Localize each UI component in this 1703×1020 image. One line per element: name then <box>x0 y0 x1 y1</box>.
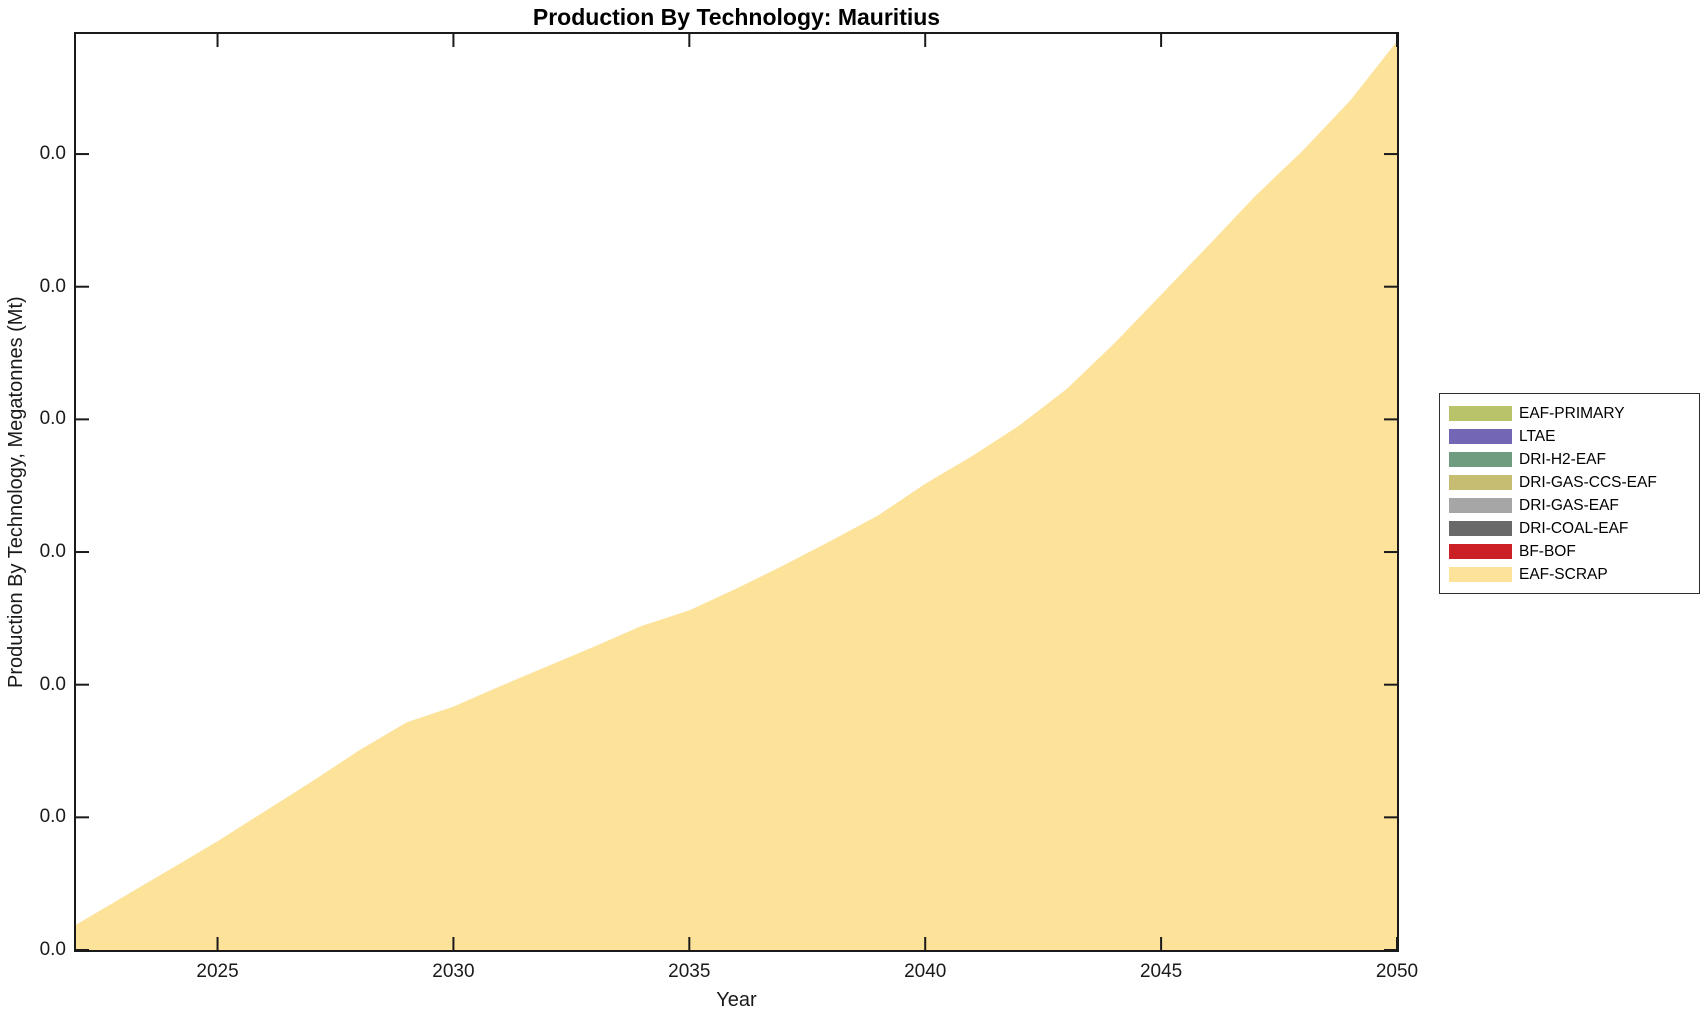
legend-item: DRI-GAS-CCS-EAF <box>1449 471 1699 494</box>
legend-item-label: DRI-COAL-EAF <box>1519 519 1629 537</box>
legend-item: LTAE <box>1449 425 1699 448</box>
area-chart-svg <box>76 34 1397 950</box>
y-tick-label: 0.0 <box>39 408 66 430</box>
y-tick-label: 0.0 <box>39 143 66 165</box>
chart-title: Production By Technology: Mauritius <box>532 4 941 30</box>
legend-item-label: EAF-SCRAP <box>1519 565 1608 583</box>
legend-item-label: DRI-H2-EAF <box>1519 450 1606 468</box>
y-tick-label: 0.0 <box>39 806 66 828</box>
legend-swatch <box>1449 429 1512 444</box>
legend: EAF-PRIMARY LTAE DRI-H2-EAF DRI-GAS-CCS-EAF… <box>1439 393 1700 594</box>
y-tick-label: 0.0 <box>39 541 66 563</box>
x-tick-label: 2030 <box>432 961 475 982</box>
area-eaf-scrap <box>76 41 1397 950</box>
legend-item: DRI-GAS-EAF <box>1449 494 1699 517</box>
legend-item-label: LTAE <box>1519 427 1556 445</box>
x-tick-label: 2035 <box>668 961 711 982</box>
x-tick-label: 2050 <box>1375 961 1419 982</box>
legend-swatch <box>1449 452 1512 467</box>
legend-item: EAF-PRIMARY <box>1449 402 1699 425</box>
y-tick-label: 0.0 <box>39 673 66 695</box>
legend-item-label: EAF-PRIMARY <box>1519 404 1625 422</box>
legend-item: DRI-COAL-EAF <box>1449 517 1699 540</box>
legend-item: DRI-H2-EAF <box>1449 448 1699 471</box>
legend-swatch <box>1449 521 1512 536</box>
legend-swatch <box>1449 406 1512 421</box>
legend-item: EAF-SCRAP <box>1449 563 1699 586</box>
legend-swatch <box>1449 475 1512 490</box>
legend-item-label: DRI-GAS-EAF <box>1519 496 1619 514</box>
legend-item-label: BF-BOF <box>1519 542 1576 560</box>
y-tick-label: 0.0 <box>39 275 66 297</box>
y-tick-label: 0.0 <box>39 939 66 960</box>
x-tick-label: 2045 <box>1139 961 1183 982</box>
legend-swatch <box>1449 544 1512 559</box>
legend-item: BF-BOF <box>1449 540 1699 563</box>
x-tick-label: 2040 <box>904 961 947 982</box>
x-axis-label: Year <box>716 989 757 1011</box>
x-tick-label: 2025 <box>196 961 239 982</box>
legend-swatch <box>1449 498 1512 513</box>
plot-area <box>74 32 1399 952</box>
legend-swatch <box>1449 567 1512 582</box>
legend-item-label: DRI-GAS-CCS-EAF <box>1519 473 1657 491</box>
